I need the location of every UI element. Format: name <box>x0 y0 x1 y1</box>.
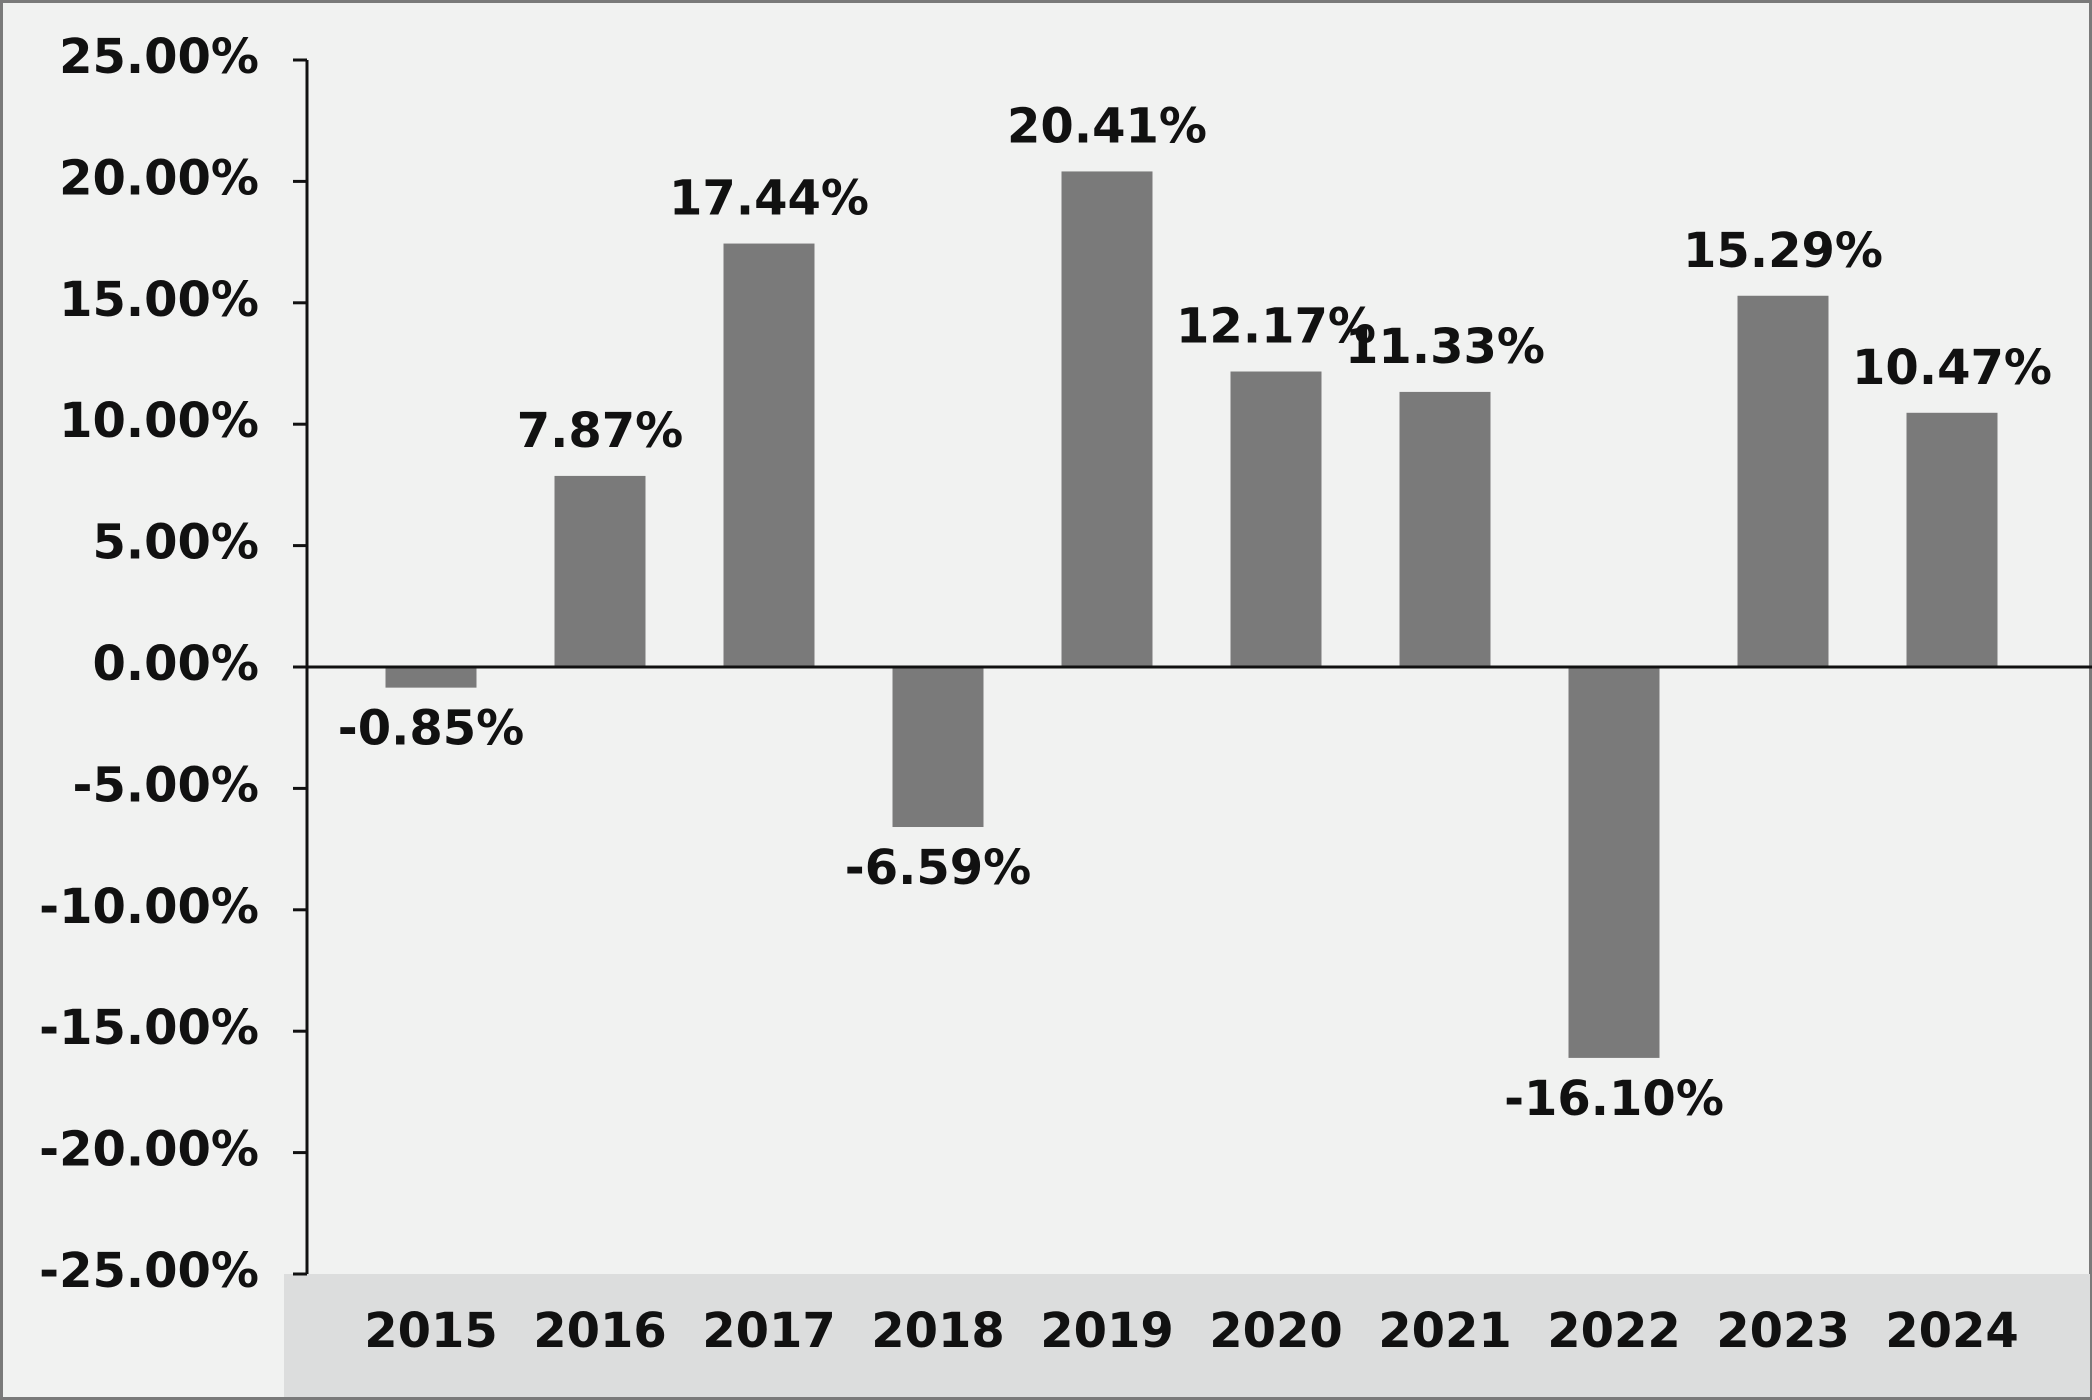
value-label: 17.44% <box>669 171 869 227</box>
bar <box>1906 412 1998 667</box>
x-tick-label: 2018 <box>871 1303 1005 1359</box>
value-label: 7.87% <box>517 403 684 459</box>
bar <box>1568 667 1660 1058</box>
x-tick-label: 2023 <box>1716 1303 1850 1359</box>
y-tick-label: 20.00% <box>59 150 259 206</box>
value-label: 10.47% <box>1852 340 2052 396</box>
y-tick-label: -20.00% <box>39 1122 259 1178</box>
bar <box>723 243 815 667</box>
y-tick-label: -5.00% <box>73 757 259 813</box>
y-tick-label: -15.00% <box>39 1000 259 1056</box>
bar <box>1230 371 1322 667</box>
x-tick-label: 2016 <box>533 1303 667 1359</box>
x-tick-label: 2022 <box>1547 1303 1681 1359</box>
x-tick-label: 2020 <box>1209 1303 1343 1359</box>
bar <box>554 475 646 667</box>
bar <box>1399 391 1491 667</box>
y-tick-label: -25.00% <box>39 1243 259 1299</box>
value-label: -6.59% <box>845 840 1031 896</box>
value-label: -0.85% <box>338 701 524 757</box>
y-tick-label: 25.00% <box>59 29 259 85</box>
y-tick-label: 15.00% <box>59 272 259 328</box>
value-label: 15.29% <box>1683 223 1883 279</box>
y-tick-label: 0.00% <box>92 636 259 692</box>
value-label: 11.33% <box>1345 319 1545 375</box>
value-label: 20.41% <box>1007 98 1207 154</box>
y-tick-label: 5.00% <box>92 515 259 571</box>
y-tick-label: -10.00% <box>39 879 259 935</box>
bar <box>892 667 984 828</box>
value-label: 12.17% <box>1176 299 1376 355</box>
bar <box>385 667 477 688</box>
x-tick-label: 2019 <box>1040 1303 1174 1359</box>
bar <box>1737 295 1829 667</box>
value-label: -16.10% <box>1504 1071 1724 1127</box>
y-tick-label: 10.00% <box>59 393 259 449</box>
x-axis-band <box>284 1274 2090 1397</box>
x-tick-label: 2021 <box>1378 1303 1512 1359</box>
bar <box>1061 171 1153 668</box>
x-tick-label: 2017 <box>702 1303 836 1359</box>
x-tick-label: 2015 <box>364 1303 498 1359</box>
x-tick-label: 2024 <box>1885 1303 2019 1359</box>
